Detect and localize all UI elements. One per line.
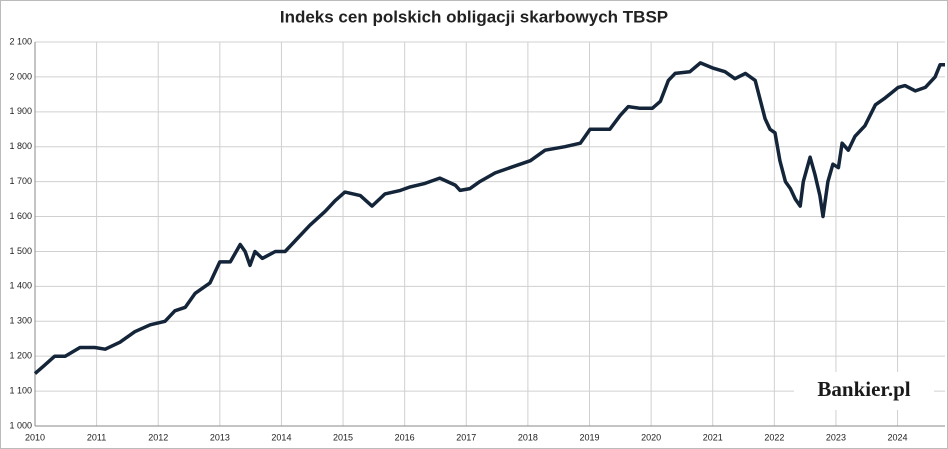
y-tick-label: 1 900: [9, 106, 32, 116]
y-tick-label: 1 600: [9, 211, 32, 221]
x-tick-label: 2014: [271, 432, 291, 442]
x-tick-label: 2013: [210, 432, 230, 442]
y-tick-label: 1 100: [9, 385, 32, 395]
x-tick-label: 2018: [518, 432, 538, 442]
x-tick-label: 2020: [641, 432, 661, 442]
y-tick-label: 1 700: [9, 176, 32, 186]
x-tick-label: 2022: [764, 432, 784, 442]
x-tick-label: 2016: [395, 432, 415, 442]
x-tick-label: 2019: [579, 432, 599, 442]
y-tick-label: 2 000: [9, 71, 32, 81]
watermark: Bankier.pl: [817, 377, 910, 401]
y-tick-label: 1 300: [9, 316, 32, 326]
x-tick-label: 2017: [456, 432, 476, 442]
x-tick-label: 2023: [826, 432, 846, 442]
y-tick-label: 1 500: [9, 246, 32, 256]
chart-title: Indeks cen polskich obligacji skarbowych…: [280, 7, 668, 26]
x-tick-label: 2010: [25, 432, 45, 442]
y-tick-label: 1 000: [9, 420, 32, 430]
x-tick-label: 2015: [333, 432, 353, 442]
x-tick-label: 2021: [703, 432, 723, 442]
watermark-box: [794, 372, 934, 410]
y-tick-label: 1 400: [9, 281, 32, 291]
x-tick-label: 2012: [148, 432, 168, 442]
x-tick-label: 2024: [888, 432, 908, 442]
y-tick-label: 1 200: [9, 351, 32, 361]
y-tick-label: 1 800: [9, 141, 32, 151]
x-tick-label: 2011: [87, 432, 106, 442]
data-line: [33, 61, 945, 375]
y-tick-label: 2 100: [9, 36, 32, 46]
